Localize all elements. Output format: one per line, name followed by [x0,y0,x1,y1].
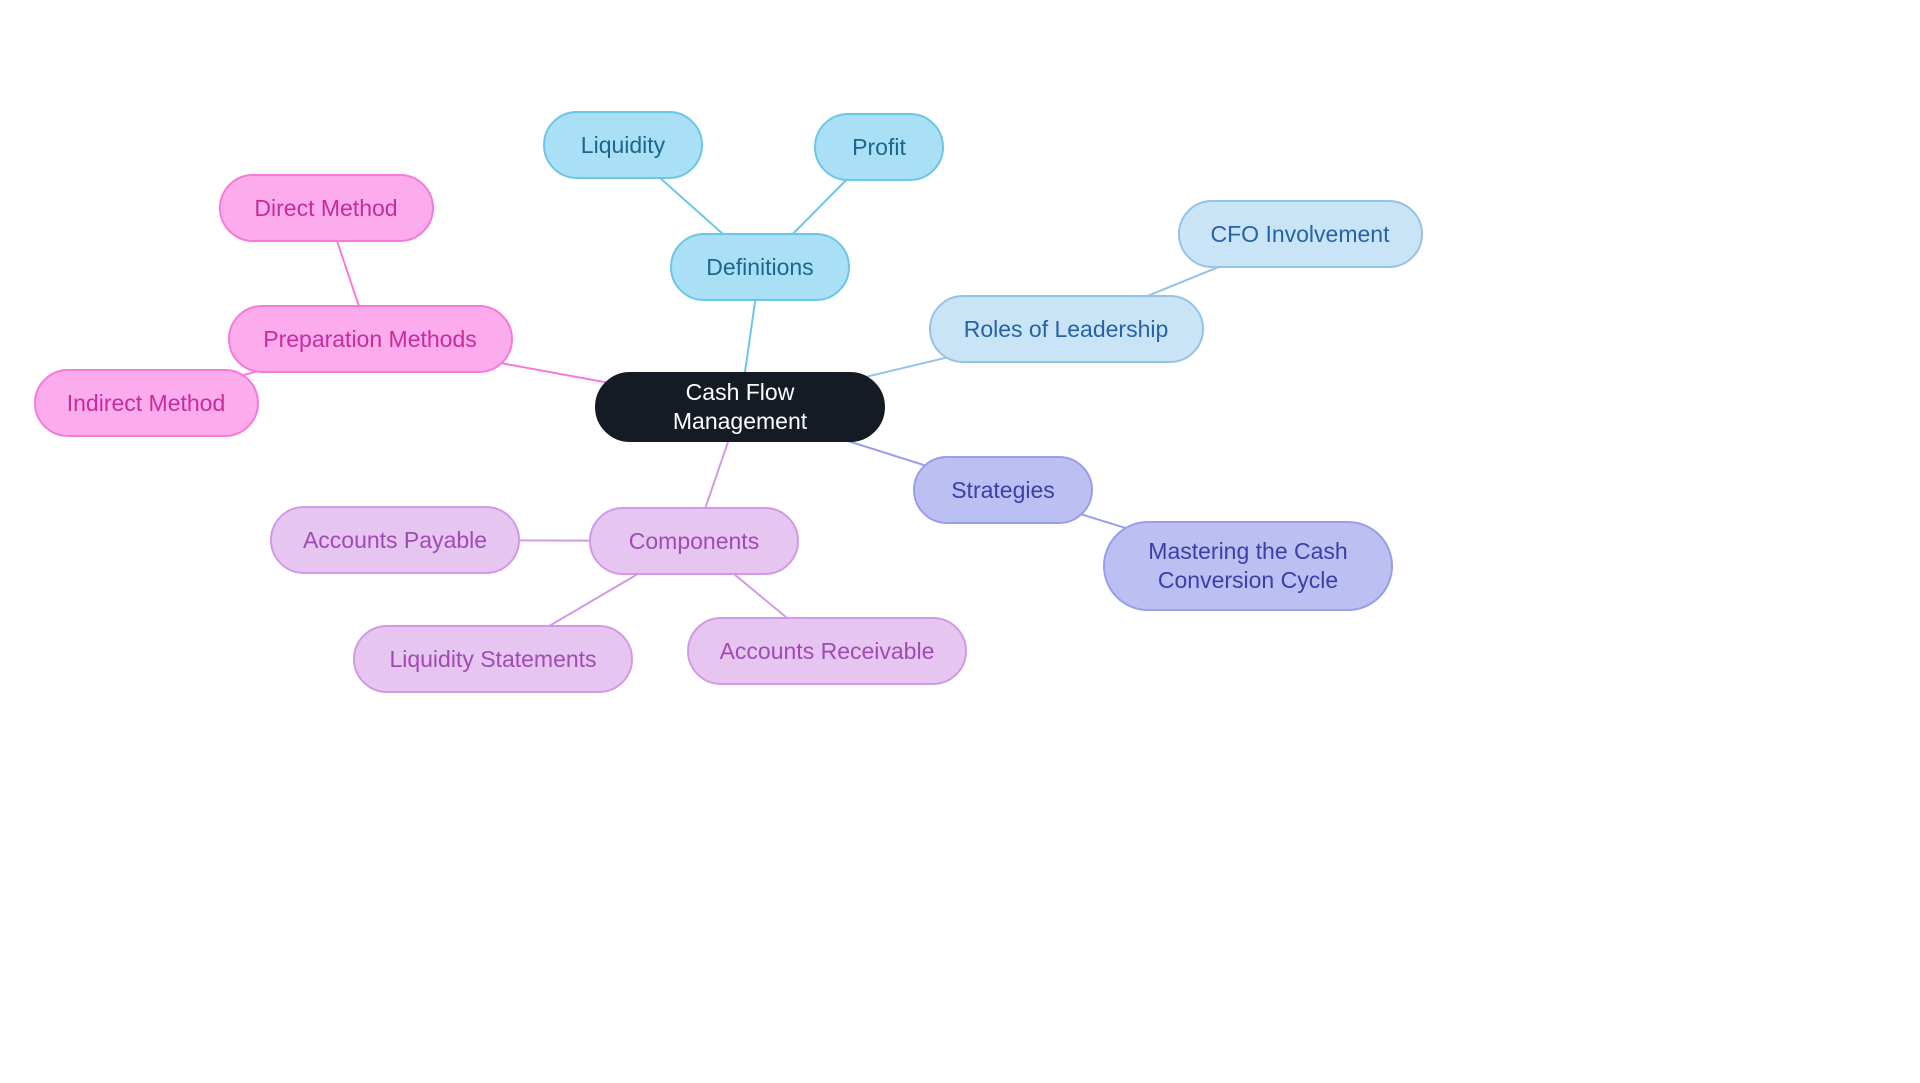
node-roles: Roles of Leadership [929,295,1204,363]
node-indirect: Indirect Method [34,369,259,437]
mindmap-canvas: Cash Flow Management Definitions Liquidity… [0,0,1920,1083]
node-strategies: Strategies [913,456,1093,524]
node-root: Cash Flow Management [595,372,885,442]
node-liqstmt: Liquidity Statements [353,625,633,693]
node-direct: Direct Method [219,174,434,242]
node-profit: Profit [814,113,944,181]
node-ap: Accounts Payable [270,506,520,574]
node-ccc: Mastering the Cash Conversion Cycle [1103,521,1393,611]
node-liquidity: Liquidity [543,111,703,179]
node-cfo: CFO Involvement [1178,200,1423,268]
node-prep: Preparation Methods [228,305,513,373]
node-definitions: Definitions [670,233,850,301]
node-components: Components [589,507,799,575]
node-ar: Accounts Receivable [687,617,967,685]
